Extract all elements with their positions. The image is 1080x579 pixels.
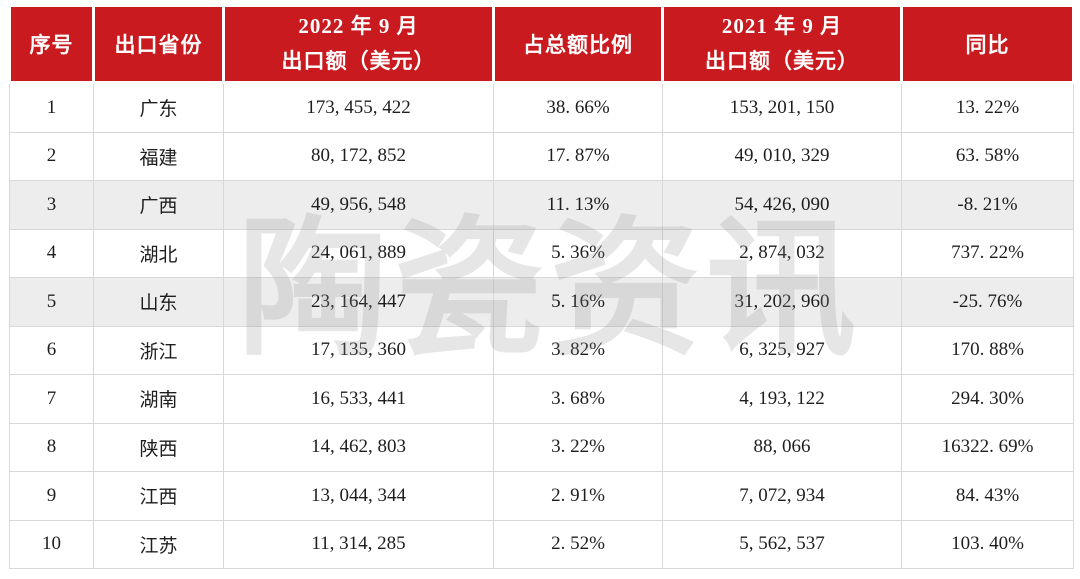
table-row: 1 广东 173, 455, 422 38. 66% 153, 201, 150… xyxy=(9,82,1074,133)
cell-province: 陕西 xyxy=(93,422,224,472)
cell-province: 山东 xyxy=(93,277,224,327)
cell-export-2022: 23, 164, 447 xyxy=(223,277,494,327)
cell-share: 3. 22% xyxy=(493,422,663,472)
cell-share: 5. 16% xyxy=(493,277,663,327)
export-table: 序号 出口省份 2022 年 9 月 出口额（美元） 占总额比例 2021 年 … xyxy=(8,4,1075,569)
cell-share: 3. 68% xyxy=(493,374,663,424)
cell-export-2022: 13, 044, 344 xyxy=(223,471,494,521)
cell-rank: 4 xyxy=(9,228,94,278)
table-row: 9 江西 13, 044, 344 2. 91% 7, 072, 934 84.… xyxy=(9,471,1074,521)
table-row: 6 浙江 17, 135, 360 3. 82% 6, 325, 927 170… xyxy=(9,325,1074,375)
cell-export-2022: 173, 455, 422 xyxy=(223,82,494,133)
cell-export-2021: 4, 193, 122 xyxy=(662,374,902,424)
cell-export-2021: 54, 426, 090 xyxy=(662,180,902,230)
cell-rank: 7 xyxy=(9,374,94,424)
cell-province: 广东 xyxy=(93,82,224,133)
cell-export-2021: 49, 010, 329 xyxy=(662,131,902,181)
cell-rank: 10 xyxy=(9,519,94,569)
header-cell-index: 序号 xyxy=(8,4,95,84)
cell-province: 福建 xyxy=(93,131,224,181)
cell-export-2021: 153, 201, 150 xyxy=(662,82,902,133)
cell-rank: 8 xyxy=(9,422,94,472)
cell-export-2021: 88, 066 xyxy=(662,422,902,472)
cell-export-2022: 24, 061, 889 xyxy=(223,228,494,278)
cell-export-2021: 6, 325, 927 xyxy=(662,325,902,375)
cell-yoy: 13. 22% xyxy=(901,82,1074,133)
cell-province: 广西 xyxy=(93,180,224,230)
table-row: 4 湖北 24, 061, 889 5. 36% 2, 874, 032 737… xyxy=(9,228,1074,278)
table-row: 7 湖南 16, 533, 441 3. 68% 4, 193, 122 294… xyxy=(9,374,1074,424)
cell-export-2021: 5, 562, 537 xyxy=(662,519,902,569)
header-cell-export-2022: 2022 年 9 月 出口额（美元） xyxy=(222,4,495,84)
header-2022-line1: 2022 年 9 月 xyxy=(298,14,419,39)
cell-export-2022: 16, 533, 441 xyxy=(223,374,494,424)
cell-yoy: 294. 30% xyxy=(901,374,1074,424)
header-cell-share: 占总额比例 xyxy=(492,4,664,84)
cell-export-2022: 11, 314, 285 xyxy=(223,519,494,569)
header-2021-line2: 出口额（美元） xyxy=(705,49,859,73)
cell-export-2022: 49, 956, 548 xyxy=(223,180,494,230)
cell-yoy: 737. 22% xyxy=(901,228,1074,278)
cell-province: 浙江 xyxy=(93,325,224,375)
cell-share: 3. 82% xyxy=(493,325,663,375)
header-2021-line1: 2021 年 9 月 xyxy=(721,14,843,39)
cell-yoy: -8. 21% xyxy=(901,180,1074,230)
cell-rank: 9 xyxy=(9,471,94,521)
cell-share: 17. 87% xyxy=(493,131,663,181)
cell-province: 江西 xyxy=(93,471,224,521)
cell-yoy: -25. 76% xyxy=(901,277,1074,327)
cell-share: 38. 66% xyxy=(493,82,663,133)
cell-share: 5. 36% xyxy=(493,228,663,278)
header-cell-province: 出口省份 xyxy=(92,4,225,84)
table-row: 10 江苏 11, 314, 285 2. 52% 5, 562, 537 10… xyxy=(9,519,1074,569)
cell-export-2022: 14, 462, 803 xyxy=(223,422,494,472)
cell-share: 2. 91% xyxy=(493,471,663,521)
cell-rank: 1 xyxy=(9,82,94,133)
cell-share: 11. 13% xyxy=(493,180,663,230)
cell-export-2021: 31, 202, 960 xyxy=(662,277,902,327)
cell-export-2022: 17, 135, 360 xyxy=(223,325,494,375)
cell-export-2021: 7, 072, 934 xyxy=(662,471,902,521)
cell-rank: 2 xyxy=(9,131,94,181)
cell-province: 江苏 xyxy=(93,519,224,569)
table-row: 3 广西 49, 956, 548 11. 13% 54, 426, 090 -… xyxy=(9,180,1074,230)
cell-yoy: 16322. 69% xyxy=(901,422,1074,472)
cell-yoy: 84. 43% xyxy=(901,471,1074,521)
cell-yoy: 170. 88% xyxy=(901,325,1074,375)
cell-export-2022: 80, 172, 852 xyxy=(223,131,494,181)
cell-rank: 3 xyxy=(9,180,94,230)
header-2022-line2: 出口额（美元） xyxy=(281,49,436,73)
header-cell-yoy: 同比 xyxy=(900,4,1075,84)
cell-yoy: 103. 40% xyxy=(901,519,1074,569)
cell-rank: 5 xyxy=(9,277,94,327)
table-row: 5 山东 23, 164, 447 5. 16% 31, 202, 960 -2… xyxy=(9,277,1074,327)
cell-province: 湖北 xyxy=(93,228,224,278)
header-row: 序号 出口省份 2022 年 9 月 出口额（美元） 占总额比例 2021 年 … xyxy=(8,4,1075,84)
cell-export-2021: 2, 874, 032 xyxy=(662,228,902,278)
cell-yoy: 63. 58% xyxy=(901,131,1074,181)
cell-province: 湖南 xyxy=(93,374,224,424)
table-row: 2 福建 80, 172, 852 17. 87% 49, 010, 329 6… xyxy=(9,131,1074,181)
table-row: 8 陕西 14, 462, 803 3. 22% 88, 066 16322. … xyxy=(9,422,1074,472)
header-cell-export-2021: 2021 年 9 月 出口额（美元） xyxy=(661,4,903,84)
cell-share: 2. 52% xyxy=(493,519,663,569)
cell-rank: 6 xyxy=(9,325,94,375)
